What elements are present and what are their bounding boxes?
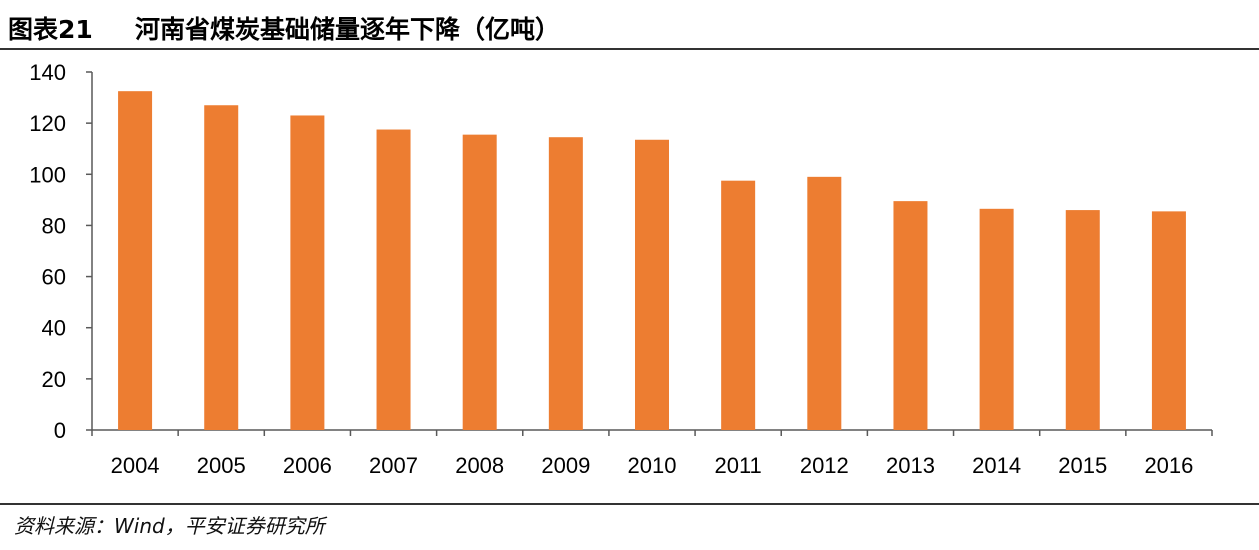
x-ticks: 2004 2005 2006 2007 2008 2009 2010 2011 2012 2013… <box>91 430 1213 478</box>
chart-title: 河南省煤炭基础储量逐年下降（亿吨） <box>135 15 561 44</box>
bar-2011 <box>721 180 756 430</box>
bar-2009 <box>548 137 583 430</box>
x-tick-label: 2012 <box>800 453 849 478</box>
y-tick-label: 60 <box>42 265 66 290</box>
title-bar: 图表21 河南省煤炭基础储量逐年下降（亿吨） <box>0 0 1259 50</box>
bar-2012 <box>807 176 842 430</box>
x-tick-label: 2007 <box>369 453 418 478</box>
x-tick-label: 2008 <box>455 453 504 478</box>
x-tick-label: 2016 <box>1144 453 1193 478</box>
y-tick-label: 40 <box>42 316 66 341</box>
x-tick-label: 2009 <box>541 453 590 478</box>
x-tick-label: 2004 <box>111 453 160 478</box>
y-ticks: 0 20 40 60 80 100 120 140 <box>29 60 92 443</box>
source-divider <box>0 503 1259 505</box>
x-tick-label: 2011 <box>714 453 761 478</box>
x-tick-label: 2015 <box>1058 453 1107 478</box>
bar-2004 <box>118 91 153 430</box>
bar-2007 <box>376 129 411 430</box>
x-tick-label: 2010 <box>628 453 677 478</box>
y-tick-label: 0 <box>54 418 66 443</box>
bar-2005 <box>204 105 239 430</box>
y-tick-label: 100 <box>29 162 66 187</box>
bar-2014 <box>979 208 1014 430</box>
source-note: 资料来源：Wind，平安证券研究所 <box>14 514 325 538</box>
y-tick-label: 80 <box>42 213 66 238</box>
y-tick-label: 140 <box>29 60 66 85</box>
x-tick-label: 2005 <box>197 453 246 478</box>
y-tick-label: 20 <box>42 367 66 392</box>
bar-2016 <box>1151 211 1186 430</box>
x-tick-label: 2014 <box>972 453 1021 478</box>
bar-2008 <box>462 134 497 430</box>
bars <box>118 91 1186 430</box>
bar-2006 <box>290 115 325 430</box>
bar-2015 <box>1065 210 1100 430</box>
bar-2013 <box>893 201 928 430</box>
x-tick-label: 2013 <box>886 453 935 478</box>
x-tick-label: 2006 <box>283 453 332 478</box>
bar-2010 <box>635 139 669 430</box>
figure-label: 图表21 <box>8 15 93 44</box>
y-tick-label: 120 <box>29 111 66 136</box>
